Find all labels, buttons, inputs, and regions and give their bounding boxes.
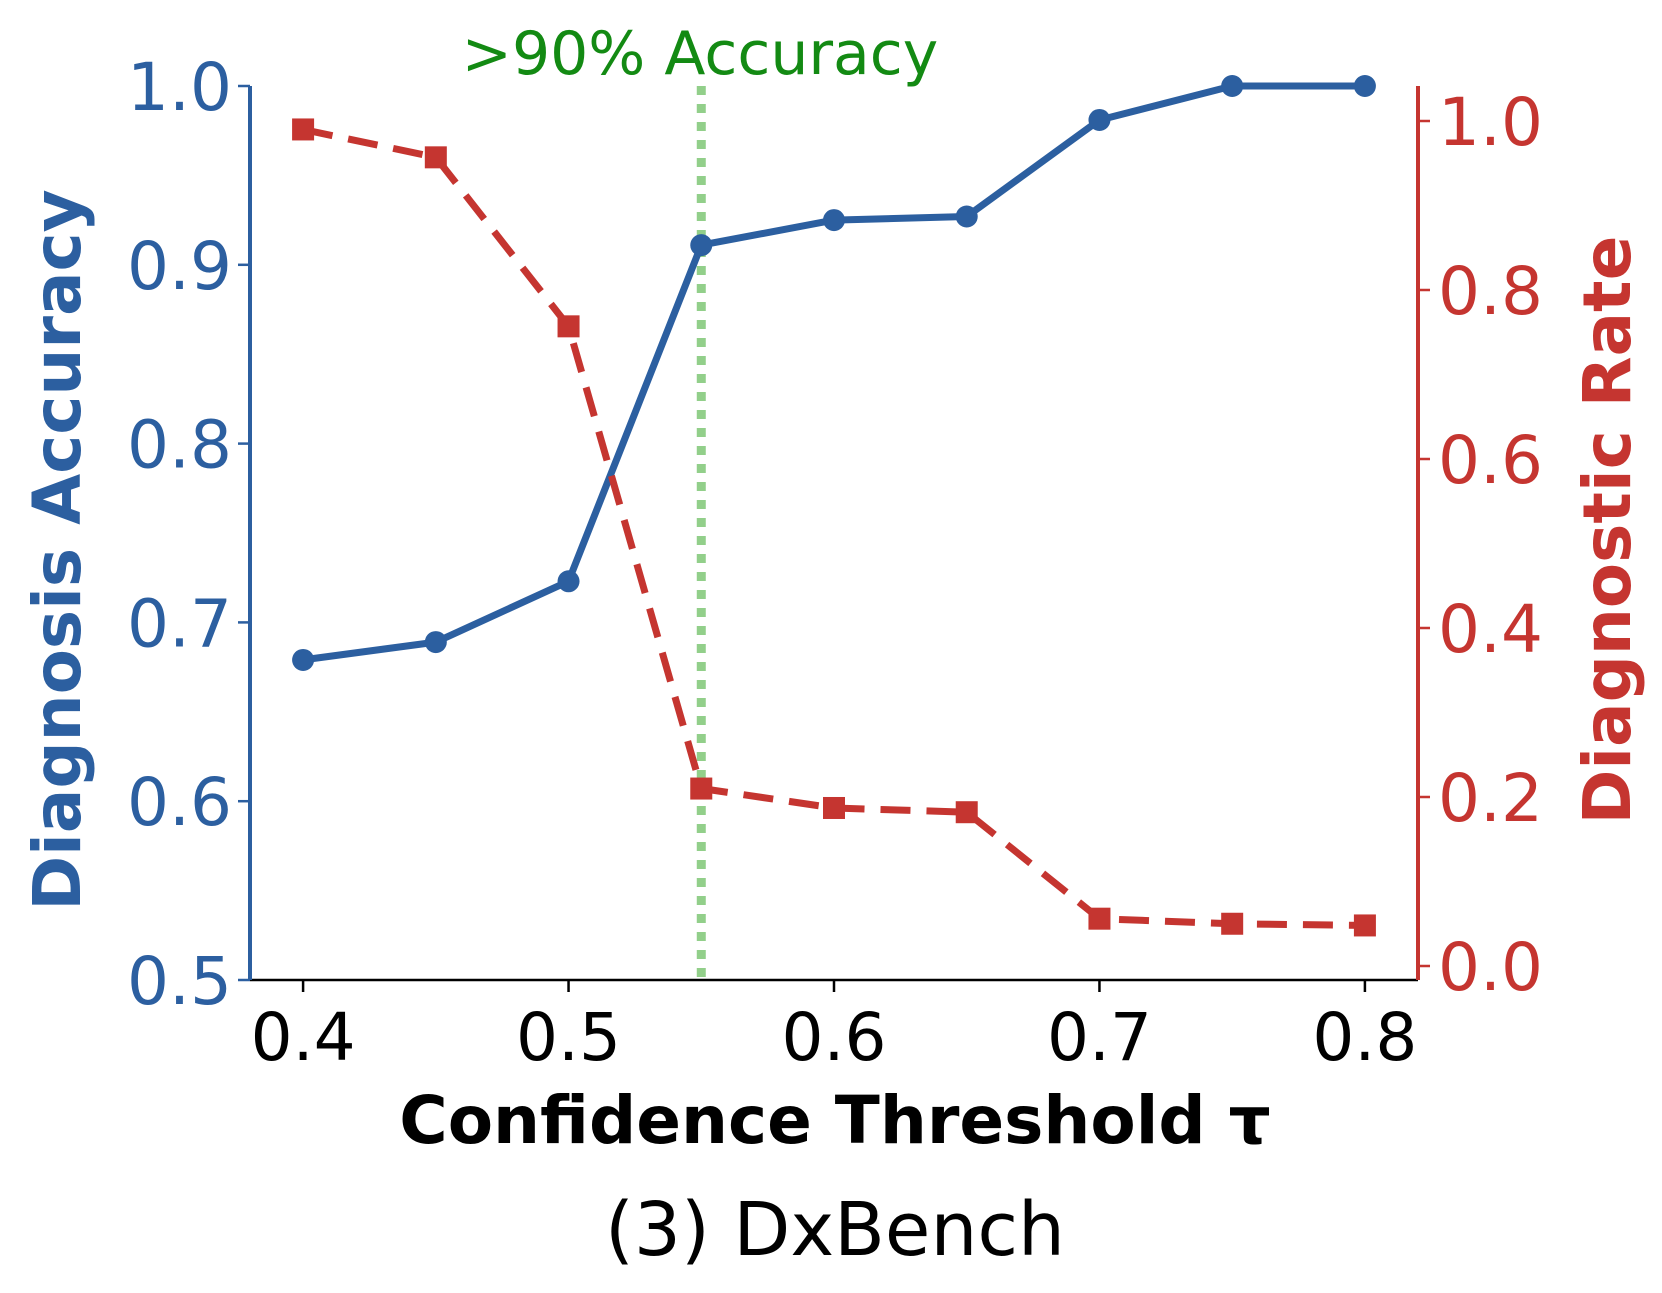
- diagnostic-rate-point: [424, 146, 447, 169]
- y-right-tick-label: 1.0: [1438, 84, 1543, 161]
- ylabel-left: Diagnosis Accuracy: [19, 189, 96, 910]
- diagnostic-rate-line: [302, 126, 1365, 929]
- xlabel: Confidence Threshold τ: [399, 1082, 1270, 1159]
- diagnostic-rate-point: [1221, 912, 1244, 935]
- y-left-tick-label: 1.0: [127, 49, 232, 126]
- accuracy-point: [1221, 75, 1244, 97]
- diagnostic-rate-point: [690, 777, 713, 800]
- accuracy-point: [292, 648, 315, 671]
- diagnostic-rate-point: [557, 315, 580, 338]
- x-tick-label: 0.8: [1312, 999, 1417, 1076]
- y-left-tick-label: 0.6: [127, 764, 232, 841]
- y-left-tick-label: 0.8: [127, 407, 232, 484]
- y-right-tick-label: 0.4: [1438, 591, 1543, 668]
- y-right-tick-label: 0.6: [1438, 422, 1543, 499]
- x-tick-label: 0.4: [251, 999, 356, 1076]
- y-right-tick-label: 0.0: [1438, 929, 1543, 1006]
- diagnostic-rate-point: [292, 118, 315, 141]
- diagnostic-rate-point: [955, 801, 978, 824]
- ylabel-right: Diagnostic Rate: [1569, 236, 1646, 825]
- accuracy-point: [823, 209, 845, 232]
- y-right-tick-label: 0.2: [1438, 760, 1543, 837]
- diagnostic-rate-point: [1088, 907, 1111, 930]
- y-left-tick-label: 0.5: [127, 943, 232, 1020]
- plot-area: 0.4 0.5 0.6 0.7 0.80.50.60.70.80.91.00.00.20…: [127, 49, 1543, 1076]
- x-tick-label: 0.5: [516, 999, 621, 1076]
- y-left-tick-label: 0.9: [127, 228, 232, 305]
- accuracy-point: [690, 234, 713, 257]
- accuracy-point: [955, 205, 978, 228]
- accuracy-point: [557, 570, 580, 593]
- accuracy-point: [424, 631, 447, 654]
- diagnostic-rate-point: [823, 796, 845, 819]
- y-left-tick-label: 0.7: [127, 585, 232, 662]
- chart-title: (3) DxBench: [605, 1187, 1065, 1273]
- x-tick-label: 0.7: [1047, 999, 1152, 1076]
- accuracy-point: [1088, 108, 1111, 131]
- accuracy-point: [1353, 75, 1376, 97]
- x-tick-label: 0.6: [782, 999, 887, 1076]
- annotation-label: >90% Accuracy: [462, 19, 939, 89]
- accuracy-line: [302, 82, 1365, 664]
- y-right-tick-label: 0.8: [1438, 253, 1543, 330]
- diagnostic-rate-point: [1353, 914, 1376, 937]
